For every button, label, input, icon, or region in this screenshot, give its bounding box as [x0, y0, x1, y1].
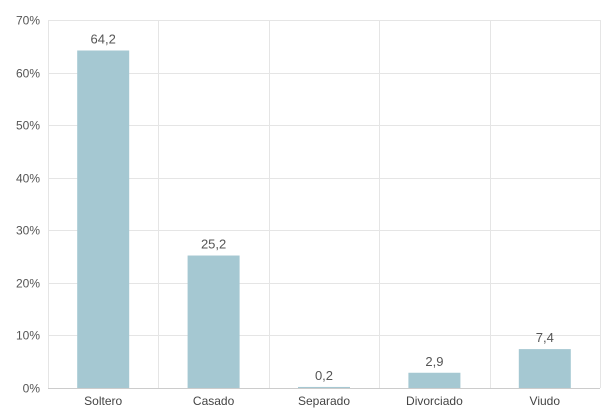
data-label-divorciado: 2,9	[425, 354, 443, 369]
data-label-separado: 0,2	[315, 368, 333, 383]
data-label-casado: 25,2	[201, 237, 226, 252]
bar-casado	[187, 255, 240, 388]
labels-layer: 0% 10% 20% 30% 40% 50% 60% 70% 64,2 Soltero 25,2 Ca…	[16, 14, 560, 408]
y-tick-label: 50%	[16, 119, 40, 133]
y-tick-label: 40%	[16, 172, 40, 186]
bars-layer	[77, 50, 571, 389]
bar-viudo	[518, 349, 571, 388]
data-label-soltero: 64,2	[91, 31, 116, 46]
y-tick-label: 10%	[16, 329, 40, 343]
x-tick-label-viudo: Viudo	[530, 394, 561, 408]
bar-soltero	[77, 50, 130, 389]
x-tick-label-separado: Separado	[298, 394, 350, 408]
y-tick-label: 60%	[16, 67, 40, 81]
y-tick-label: 70%	[16, 14, 40, 28]
grid-layer	[48, 20, 601, 389]
x-tick-label-casado: Casado	[193, 394, 235, 408]
data-label-viudo: 7,4	[536, 330, 554, 345]
y-tick-label: 30%	[16, 224, 40, 238]
y-tick-label: 0%	[23, 382, 41, 396]
bar-divorciado	[408, 372, 461, 388]
x-tick-label-divorciado: Divorciado	[406, 394, 463, 408]
y-tick-label: 20%	[16, 277, 40, 291]
x-tick-label-soltero: Soltero	[84, 394, 122, 408]
bar-separado	[298, 386, 350, 388]
